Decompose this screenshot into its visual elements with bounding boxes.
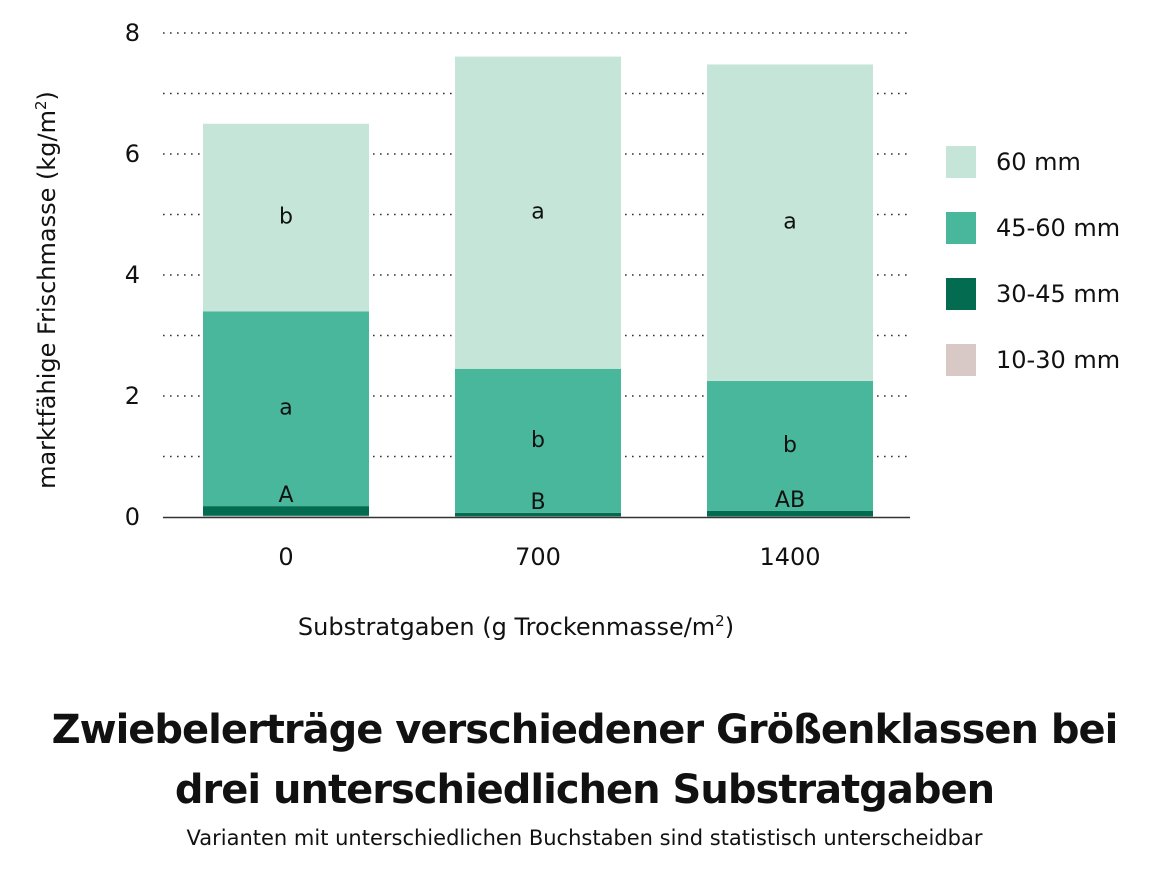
legend: 60 mm 45-60 mm 30-45 mm 10-30 mm (946, 146, 1120, 376)
y-tick-label: 4 (125, 261, 140, 289)
bar-segment (455, 512, 621, 517)
significance-letter: B (530, 490, 545, 515)
bar-segment (203, 506, 369, 516)
significance-letter: b (783, 433, 797, 458)
legend-swatch (946, 212, 976, 244)
y-tick-label: 2 (125, 382, 140, 410)
bar-segment (707, 516, 873, 517)
x-axis-title: Substratgaben (g Trockenmasse/m2) (298, 612, 734, 641)
significance-letter: b (279, 205, 293, 230)
y-tick-label: 6 (125, 140, 140, 168)
y-axis-title: marktfähige Frischmasse (kg/m2) (32, 91, 61, 489)
chart-title: Zwiebelerträge verschiedener Größenklass… (51, 707, 1119, 813)
legend-swatch (946, 278, 976, 310)
bar-segment (707, 380, 873, 511)
legend-label: 30-45 mm (996, 280, 1120, 308)
y-axis-ticks: 0 2 4 6 8 (125, 19, 140, 531)
bar-segment (455, 56, 621, 369)
significance-letter: AB (775, 488, 805, 513)
legend-item: 10-30 mm (946, 344, 1120, 376)
bar-segment (455, 516, 621, 517)
x-category-label: 700 (515, 543, 561, 571)
bar-segment (203, 123, 369, 312)
bar-segment (455, 368, 621, 513)
legend-item: 60 mm (946, 146, 1081, 178)
bars (203, 56, 873, 517)
x-category-label: 0 (278, 543, 293, 571)
significance-letter: a (783, 210, 796, 235)
y-tick-label: 8 (125, 19, 140, 47)
legend-item: 30-45 mm (946, 278, 1120, 310)
bar-segment (203, 515, 369, 517)
legend-label: 45-60 mm (996, 214, 1120, 242)
significance-letter: A (278, 483, 293, 508)
legend-label: 10-30 mm (996, 346, 1120, 374)
legend-label: 60 mm (996, 148, 1081, 176)
bar-segment (707, 64, 873, 381)
x-axis-categories: 0 700 1400 (278, 543, 820, 571)
significance-letter: a (279, 396, 292, 421)
chart-subtitle: Varianten mit unterschiedlichen Buchstab… (186, 826, 983, 850)
legend-item: 45-60 mm (946, 212, 1120, 244)
legend-swatch (946, 344, 976, 376)
bar-segment (707, 510, 873, 517)
significance-letters: b a Aa b Ba b AB (278, 200, 805, 515)
y-tick-label: 0 (125, 503, 140, 531)
significance-letter: a (531, 200, 544, 225)
bar-segment (203, 311, 369, 507)
legend-swatch (946, 146, 976, 178)
title-block: Zwiebelerträge verschiedener Größenklass… (0, 700, 1169, 850)
x-category-label: 1400 (759, 543, 820, 571)
significance-letter: b (531, 428, 545, 453)
